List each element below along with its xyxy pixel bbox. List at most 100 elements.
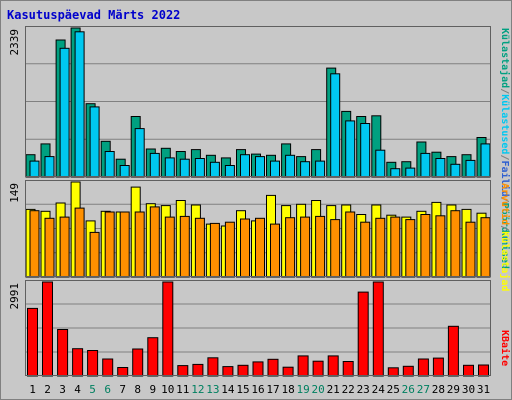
bar-bottom-s0-day-23 — [357, 291, 369, 377]
bar-top-s1-day-24 — [375, 149, 386, 178]
x-tick-27: 27 — [417, 383, 430, 396]
x-tick-18: 18 — [281, 383, 294, 396]
x-tick-4: 4 — [74, 383, 81, 396]
bar-bottom-s0-day-30 — [463, 364, 474, 377]
bar-bottom-s0-day-15 — [237, 364, 249, 377]
x-tick-29: 29 — [447, 383, 460, 396]
panel-top: 2339 — [8, 26, 491, 178]
bar-middle-s1-day-7 — [119, 211, 130, 278]
x-tick-12: 12 — [191, 383, 204, 396]
chart-panels: 2339 149 2991 — [8, 26, 491, 377]
right-label-middle-part-2: Külastajad — [499, 231, 511, 291]
bar-middle-s1-day-17 — [270, 223, 280, 278]
bar-top-s1-day-28 — [435, 158, 446, 178]
bar-top-s1-day-16 — [255, 156, 265, 178]
bar-middle-s1-day-12 — [194, 217, 205, 278]
bar-middle-s1-day-5 — [89, 231, 100, 278]
x-tick-31: 31 — [477, 383, 490, 396]
bar-top-s1-day-29 — [450, 163, 461, 178]
bar-top-s1-day-19 — [300, 161, 311, 178]
bar-bottom-s0-day-8 — [132, 348, 144, 377]
right-label-middle-part-1: / — [499, 225, 510, 231]
bar-middle-s1-day-14 — [224, 221, 235, 278]
x-tick-26: 26 — [402, 383, 415, 396]
bar-top-s1-day-22 — [345, 120, 356, 178]
bar-bottom-s0-day-20 — [312, 360, 324, 377]
x-tick-2: 2 — [44, 383, 51, 396]
bar-middle-s1-day-4 — [74, 207, 85, 278]
bar-middle-s1-day-16 — [255, 217, 265, 278]
bar-bottom-s0-day-2 — [42, 281, 53, 377]
bar-top-s1-day-1 — [29, 160, 40, 178]
right-label-middle: Arvutid/Külastajad — [499, 183, 511, 291]
bar-bottom-s0-day-29 — [447, 325, 459, 377]
bar-bottom-s0-day-16 — [252, 361, 264, 377]
right-label-top-part-6: Pöördumised — [499, 203, 511, 269]
bar-middle-s1-day-15 — [240, 218, 250, 278]
bar-bottom-s0-day-9 — [147, 337, 159, 377]
right-label-top: Külastajad/Külastused/Failid/Pöördumised — [499, 28, 511, 269]
bar-top-s1-day-18 — [285, 154, 296, 178]
bar-middle-s1-day-24 — [375, 217, 386, 278]
right-label-top-part-3: / — [499, 154, 510, 160]
bar-top-s1-day-30 — [465, 159, 476, 178]
bar-top-s1-day-25 — [390, 168, 401, 178]
bar-middle-s1-day-21 — [330, 219, 341, 278]
bar-top-s1-day-12 — [194, 158, 205, 178]
x-tick-22: 22 — [342, 383, 355, 396]
bar-bottom-s0-day-24 — [372, 281, 384, 377]
bar-middle-s1-day-9 — [149, 206, 160, 278]
panel-top-ymax-label: 2339 — [8, 29, 21, 56]
bar-bottom-s0-day-31 — [478, 364, 489, 377]
bar-middle-s1-day-2 — [44, 217, 55, 278]
bar-middle-s1-day-18 — [285, 217, 296, 278]
bar-bottom-s0-day-13 — [207, 357, 219, 377]
panel-bottom-border — [25, 280, 491, 376]
right-label-bottom-part-0: KBaite — [499, 330, 511, 366]
bar-top-s1-day-10 — [164, 157, 175, 178]
bar-top-s1-day-26 — [405, 167, 416, 178]
x-tick-16: 16 — [251, 383, 264, 396]
bar-top-s1-day-7 — [119, 165, 130, 178]
bar-bottom-s0-day-12 — [192, 363, 204, 377]
x-tick-28: 28 — [432, 383, 445, 396]
bar-top-s1-day-20 — [315, 160, 326, 178]
panel-middle: 149 — [8, 180, 491, 278]
bar-top-s1-day-21 — [330, 73, 341, 178]
panel-middle-border — [25, 180, 491, 277]
bar-middle-s1-day-23 — [360, 221, 371, 278]
right-label-top-part-2: Külastused — [499, 94, 510, 154]
bar-middle-s1-day-25 — [390, 216, 401, 278]
bar-top-s1-day-27 — [420, 152, 431, 178]
bar-middle-s1-day-11 — [179, 215, 190, 278]
x-axis-tick-labels: 1 2 3 4 5 6 7 8 9 10 11 12 13 14 15 16 17 18 19 20 21 22 23 24 2… — [29, 383, 490, 396]
x-tick-30: 30 — [462, 383, 475, 396]
x-tick-11: 11 — [176, 383, 189, 396]
x-tick-15: 15 — [236, 383, 249, 396]
bar-bottom-s0-day-6 — [102, 358, 114, 377]
right-axis-labels: Külastajad/Külastused/Failid/Pöördumised… — [499, 28, 511, 366]
bar-bottom-s0-day-19 — [297, 355, 309, 377]
bar-middle-s1-day-6 — [104, 211, 115, 278]
x-tick-3: 3 — [59, 383, 66, 396]
x-tick-5: 5 — [89, 383, 96, 396]
x-tick-24: 24 — [372, 383, 386, 396]
bar-middle-s1-day-10 — [164, 216, 175, 278]
bar-bottom-s0-day-3 — [57, 329, 69, 377]
bar-middle-s1-day-20 — [315, 215, 326, 278]
bar-middle-s1-day-31 — [480, 217, 491, 278]
right-label-top-part-4: Failid — [499, 161, 511, 197]
x-tick-14: 14 — [221, 383, 235, 396]
x-tick-13: 13 — [206, 383, 219, 396]
bar-top-s1-day-11 — [179, 158, 190, 178]
x-tick-9: 9 — [149, 383, 156, 396]
bar-top-s1-day-5 — [89, 106, 100, 178]
x-tick-23: 23 — [357, 383, 370, 396]
bar-middle-s1-day-13 — [209, 222, 220, 278]
bar-top-s1-day-17 — [270, 160, 280, 178]
x-tick-8: 8 — [134, 383, 141, 396]
bar-bottom-s0-day-14 — [222, 366, 234, 377]
bar-bottom-s0-day-21 — [327, 355, 339, 377]
bar-middle-s1-day-29 — [450, 210, 461, 278]
right-label-top-part-0: Külastajad — [499, 28, 511, 88]
